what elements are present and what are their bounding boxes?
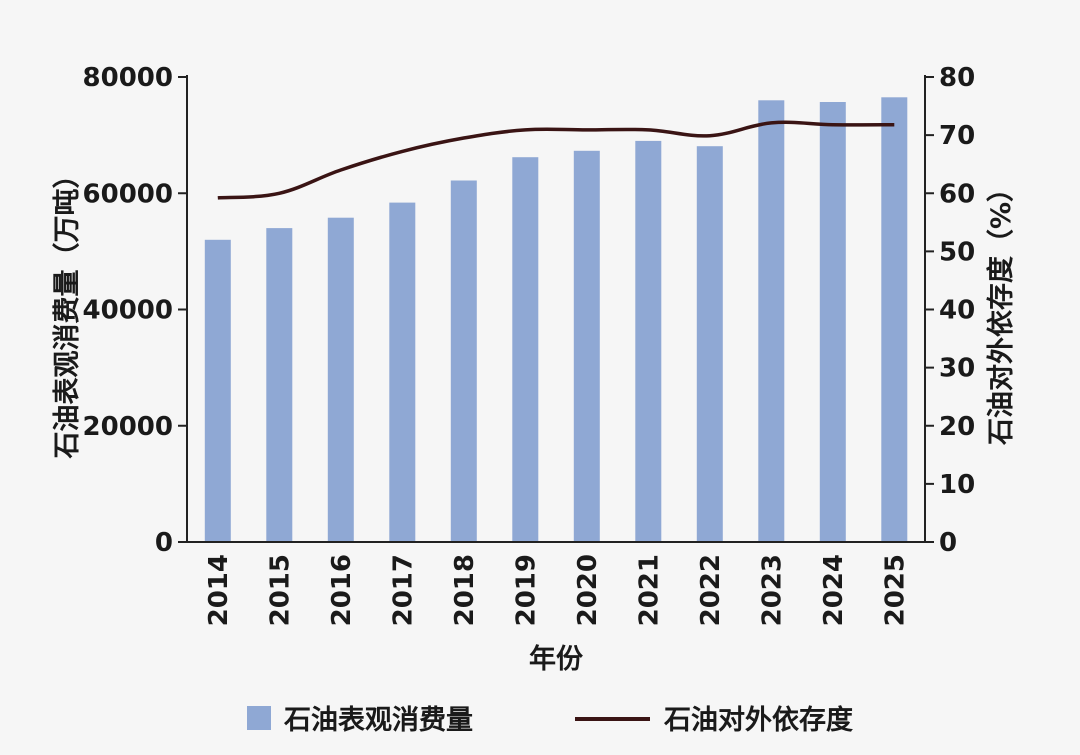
x-tick-label-2016: 2016: [327, 554, 357, 626]
left-tick-label: 0: [155, 528, 173, 558]
bar-2015: [266, 228, 293, 542]
bar-series: [204, 97, 908, 543]
x-tick-label-2024: 2024: [819, 554, 849, 626]
bar-2021: [635, 140, 662, 542]
right-tick-label: 40: [939, 296, 975, 326]
x-tick-label-2022: 2022: [696, 554, 726, 626]
right-tick-label: 20: [939, 412, 975, 442]
left-tick-label: 20000: [83, 412, 173, 442]
bar-2016: [327, 217, 354, 542]
x-tick-label-2021: 2021: [634, 554, 664, 626]
right-y-axis-title: 石油对外依存度（%）: [985, 175, 1017, 446]
legend-bar-label: 石油表观消费量: [283, 705, 473, 736]
bar-2017: [389, 202, 416, 542]
left-tick-label: 80000: [83, 63, 173, 93]
left-y-axis-title: 石油表观消费量（万吨）: [52, 162, 83, 460]
right-tick-label: 80: [939, 63, 975, 93]
right-tick-label: 30: [939, 354, 975, 384]
bar-2014: [204, 239, 231, 543]
bar-2018: [450, 180, 477, 542]
bar-2020: [573, 150, 600, 543]
bar-2022: [696, 146, 723, 542]
x-tick-label-2025: 2025: [880, 554, 910, 626]
x-tick-labels: 2014 2015 2016 2017 2018 2019 2020 2021 2022 2023…: [204, 554, 910, 626]
x-tick-label-2018: 2018: [450, 554, 480, 626]
x-tick-label-2020: 2020: [573, 554, 603, 626]
dependency-line: [217, 120, 895, 200]
bar-2023: [758, 100, 785, 543]
line-series: [217, 120, 895, 200]
right-tick-label: 50: [939, 237, 975, 267]
x-tick-label-2015: 2015: [265, 554, 295, 626]
x-axis-title: 年份: [529, 643, 583, 675]
legend-line-label: 石油对外依存度: [663, 704, 853, 736]
bar-2025: [881, 97, 908, 543]
right-y-ticks: 0 10 20 30 40 50 60 70 80: [925, 63, 975, 558]
legend: 石油表观消费量 石油对外依存度: [247, 704, 853, 736]
left-y-ticks: 0 20000 40000 60000 80000: [83, 63, 187, 558]
left-tick-label: 60000: [83, 179, 173, 209]
axes: [186, 75, 926, 543]
right-tick-label: 0: [939, 528, 957, 558]
legend-bar-swatch: [247, 706, 271, 730]
x-tick-label-2017: 2017: [388, 554, 418, 626]
x-tick-label-2023: 2023: [757, 554, 787, 626]
bar-2024: [819, 102, 846, 542]
x-tick-label-2019: 2019: [511, 554, 541, 626]
x-tick-label-2014: 2014: [204, 554, 234, 626]
right-tick-label: 10: [939, 470, 975, 500]
right-tick-label: 70: [939, 121, 975, 151]
right-tick-label: 60: [939, 179, 975, 209]
bar-2019: [512, 157, 539, 542]
left-tick-label: 40000: [83, 296, 173, 326]
